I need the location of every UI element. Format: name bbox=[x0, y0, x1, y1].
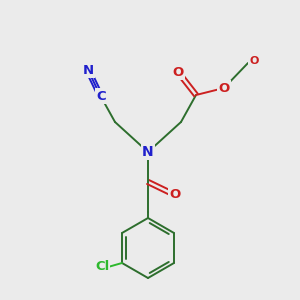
Text: O: O bbox=[249, 56, 259, 66]
Text: Cl: Cl bbox=[95, 260, 109, 274]
Text: C: C bbox=[96, 89, 106, 103]
Text: O: O bbox=[218, 82, 230, 94]
Text: O: O bbox=[172, 65, 184, 79]
Text: N: N bbox=[82, 64, 94, 76]
Text: N: N bbox=[142, 145, 154, 159]
Text: O: O bbox=[169, 188, 181, 202]
